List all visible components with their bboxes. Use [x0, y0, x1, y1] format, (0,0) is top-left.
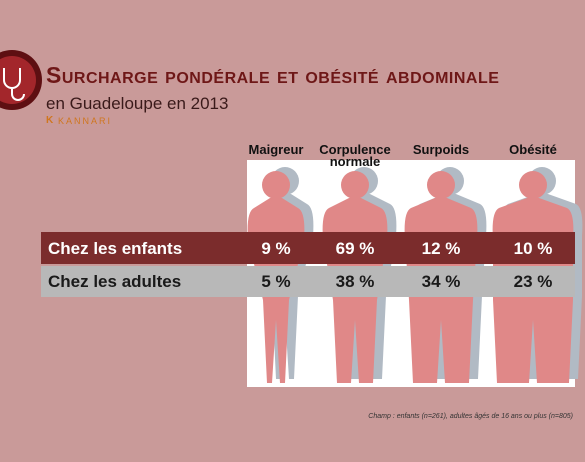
row-bar-adults — [41, 266, 575, 297]
head — [262, 171, 290, 199]
cell: 5 % — [261, 272, 291, 291]
brand: KANNARI — [58, 116, 113, 126]
logo-inner — [0, 56, 36, 104]
column-header: Obésité — [509, 142, 557, 157]
column-header: Surpoids — [412, 142, 470, 157]
cell: 12 % — [421, 239, 461, 258]
column-header: Corpulence normale — [319, 142, 391, 169]
cell: 23 % — [513, 272, 553, 291]
logo-icon — [3, 68, 25, 101]
cell: 38 % — [335, 272, 375, 291]
subtitle: en Guadeloupe en 2013 — [46, 94, 229, 113]
cell: 34 % — [421, 272, 461, 291]
cell: 69 % — [335, 239, 375, 258]
head — [427, 171, 455, 199]
column-header: Maigreur — [248, 142, 304, 157]
title: Surcharge pondérale et obésité abdominal… — [46, 62, 500, 88]
cell: 10 % — [513, 239, 553, 258]
head — [519, 171, 547, 199]
head — [341, 171, 369, 199]
cell: 9 % — [261, 239, 291, 258]
brand-logo: K — [46, 115, 54, 126]
row-bar-children — [41, 232, 575, 264]
footnote: Champ : enfants (n=261), adultes âgés de… — [368, 413, 573, 420]
row-label: Chez les enfants — [48, 239, 183, 258]
row-label: Chez les adultes — [48, 272, 182, 291]
